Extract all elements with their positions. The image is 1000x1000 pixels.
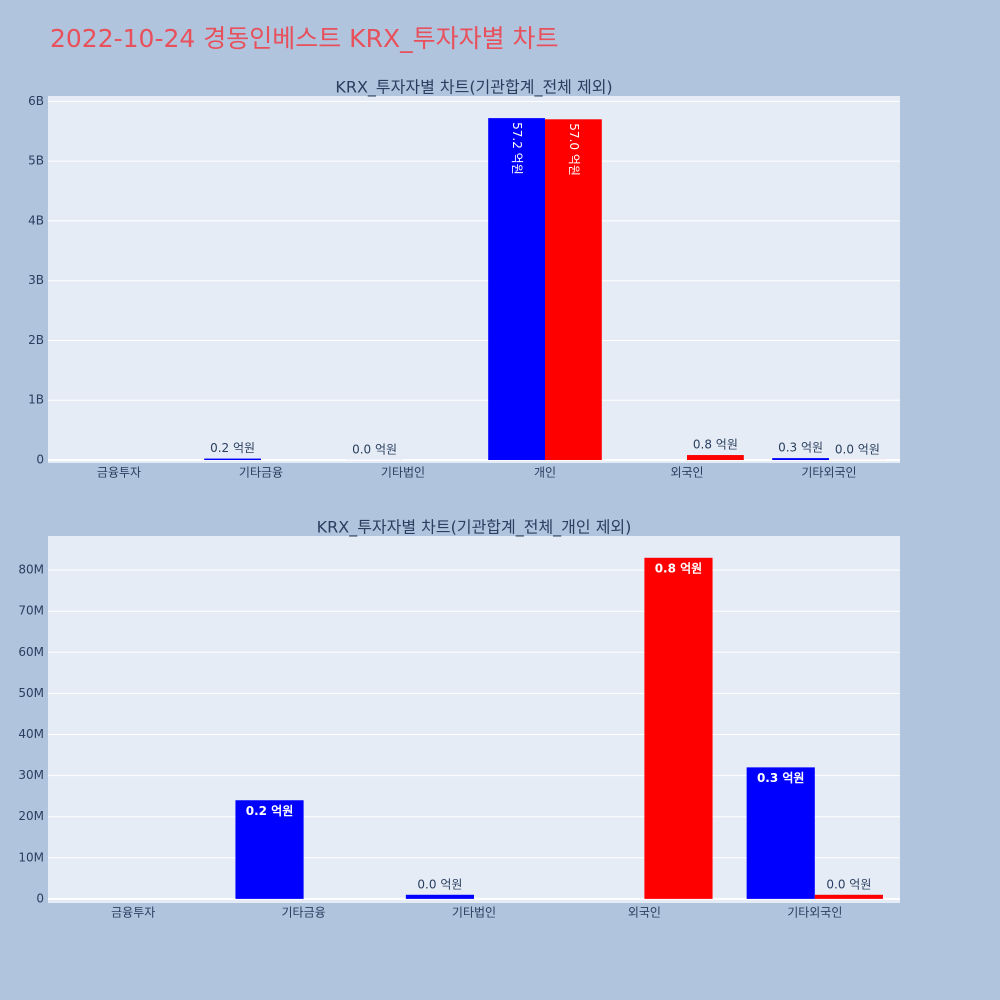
x-tick-label: 외국인 xyxy=(628,906,661,920)
bar-label: 57.2 억원 xyxy=(510,122,524,175)
y-tick-label: 6B xyxy=(28,94,44,108)
y-tick-label: 50M xyxy=(18,686,44,700)
bar-label: 0.8 억원 xyxy=(693,438,738,452)
bar xyxy=(772,458,829,461)
bar xyxy=(746,767,815,899)
y-tick-label: 2B xyxy=(28,333,44,347)
x-tick-label: 금융투자 xyxy=(111,906,155,920)
y-tick-label: 3B xyxy=(28,273,44,287)
bar-label: 0.3 억원 xyxy=(778,441,823,455)
x-tick-label: 개인 xyxy=(534,466,556,480)
bar xyxy=(814,894,883,899)
bar-label: 0.0 억원 xyxy=(417,877,462,891)
chart-title: KRX_투자자별 차트(기관합계_전체_개인 제외) xyxy=(317,518,632,538)
y-tick-label: 20M xyxy=(18,809,44,823)
bar xyxy=(204,458,261,461)
bar-label: 0.2 억원 xyxy=(246,804,294,818)
y-tick-label: 30M xyxy=(18,768,44,782)
y-tick-label: 0 xyxy=(36,453,44,467)
bar-label: 0.0 억원 xyxy=(826,877,871,891)
bar-label: 0.8 억원 xyxy=(655,561,703,575)
plot-area xyxy=(48,96,900,463)
bar-label: 0.3 억원 xyxy=(757,771,805,785)
y-tick-label: 1B xyxy=(28,393,44,407)
x-tick-label: 기타법인 xyxy=(452,906,496,920)
y-tick-label: 80M xyxy=(18,563,44,577)
y-tick-label: 0 xyxy=(36,891,44,905)
bar-label: 0.2 억원 xyxy=(210,441,255,455)
page-title: 2022-10-24 경동인베스트 KRX_투자자별 차트 xyxy=(50,24,559,53)
x-tick-label: 기타외국인 xyxy=(787,906,842,920)
y-tick-label: 4B xyxy=(28,213,44,227)
y-tick-label: 5B xyxy=(28,154,44,168)
y-tick-label: 40M xyxy=(18,727,44,741)
x-tick-label: 기타법인 xyxy=(381,466,425,480)
bar xyxy=(687,455,744,461)
bar-label: 57.0 억원 xyxy=(567,123,581,176)
x-tick-label: 금융투자 xyxy=(97,466,141,480)
bar-label: 0.0 억원 xyxy=(835,442,880,456)
x-tick-label: 외국인 xyxy=(670,466,703,480)
x-tick-label: 기타외국인 xyxy=(801,466,856,480)
bar xyxy=(405,894,474,899)
y-tick-label: 70M xyxy=(18,604,44,618)
bar xyxy=(644,557,713,899)
x-tick-label: 기타금융 xyxy=(239,466,283,480)
x-tick-label: 기타금융 xyxy=(282,906,326,920)
bar xyxy=(488,118,545,461)
bar xyxy=(235,800,304,899)
bar xyxy=(545,119,602,461)
y-tick-label: 10M xyxy=(18,850,44,864)
y-tick-label: 60M xyxy=(18,645,44,659)
bar-label: 0.0 억원 xyxy=(352,442,397,456)
chart-title: KRX_투자자별 차트(기관합계_전체 제외) xyxy=(335,78,612,98)
